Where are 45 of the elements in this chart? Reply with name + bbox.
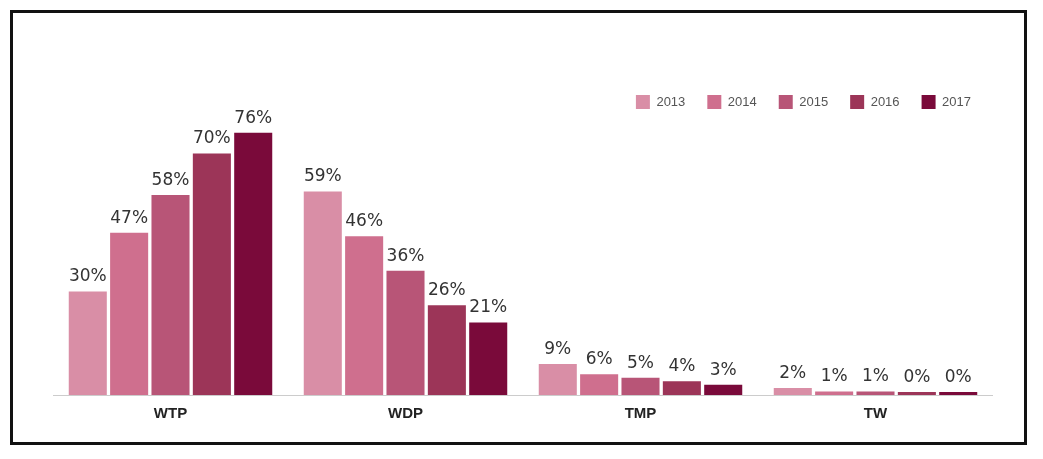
legend-label: 2015 bbox=[799, 93, 829, 109]
bar bbox=[469, 322, 508, 395]
data-label: 59% bbox=[303, 165, 342, 186]
bar bbox=[538, 363, 577, 395]
x-tick-label: TW bbox=[863, 404, 888, 422]
bar bbox=[704, 384, 743, 395]
data-label: 6% bbox=[585, 348, 613, 369]
bar bbox=[345, 236, 384, 395]
legend-label: 2014 bbox=[727, 93, 757, 109]
bar bbox=[68, 291, 107, 395]
data-label: 1% bbox=[862, 365, 889, 386]
data-label: 47% bbox=[110, 206, 149, 227]
x-tick-label: WDP bbox=[388, 404, 423, 422]
data-label: 4% bbox=[668, 355, 696, 376]
data-label: 0% bbox=[944, 365, 972, 386]
bar bbox=[234, 132, 273, 395]
bar bbox=[580, 374, 619, 395]
legend-label: 2017 bbox=[942, 93, 971, 109]
bar bbox=[110, 232, 149, 395]
data-label: 70% bbox=[192, 127, 231, 148]
bar bbox=[427, 305, 466, 395]
data-label: 9% bbox=[544, 337, 572, 358]
data-label: 2% bbox=[779, 362, 807, 383]
data-label: 1% bbox=[820, 365, 848, 386]
bar bbox=[386, 270, 425, 395]
bar bbox=[773, 388, 812, 395]
data-label: 58% bbox=[151, 168, 190, 189]
legend-label: 2016 bbox=[870, 93, 900, 109]
data-label: 0% bbox=[903, 365, 931, 386]
data-label: 26% bbox=[427, 279, 466, 300]
bar bbox=[151, 194, 190, 395]
x-tick-label: WTP bbox=[153, 404, 188, 422]
data-label: 76% bbox=[234, 106, 273, 127]
data-label: 30% bbox=[68, 265, 107, 286]
data-label: 46% bbox=[345, 210, 384, 231]
data-label: 3% bbox=[709, 358, 737, 379]
bar bbox=[621, 377, 660, 395]
bar bbox=[662, 381, 701, 395]
data-label: 21% bbox=[469, 296, 508, 317]
x-tick-label: TMP bbox=[624, 404, 657, 422]
legend-label: 2013 bbox=[656, 93, 686, 109]
data-label: 5% bbox=[627, 351, 654, 372]
bar bbox=[192, 153, 231, 395]
data-label: 36% bbox=[386, 244, 425, 265]
bar bbox=[303, 191, 342, 395]
